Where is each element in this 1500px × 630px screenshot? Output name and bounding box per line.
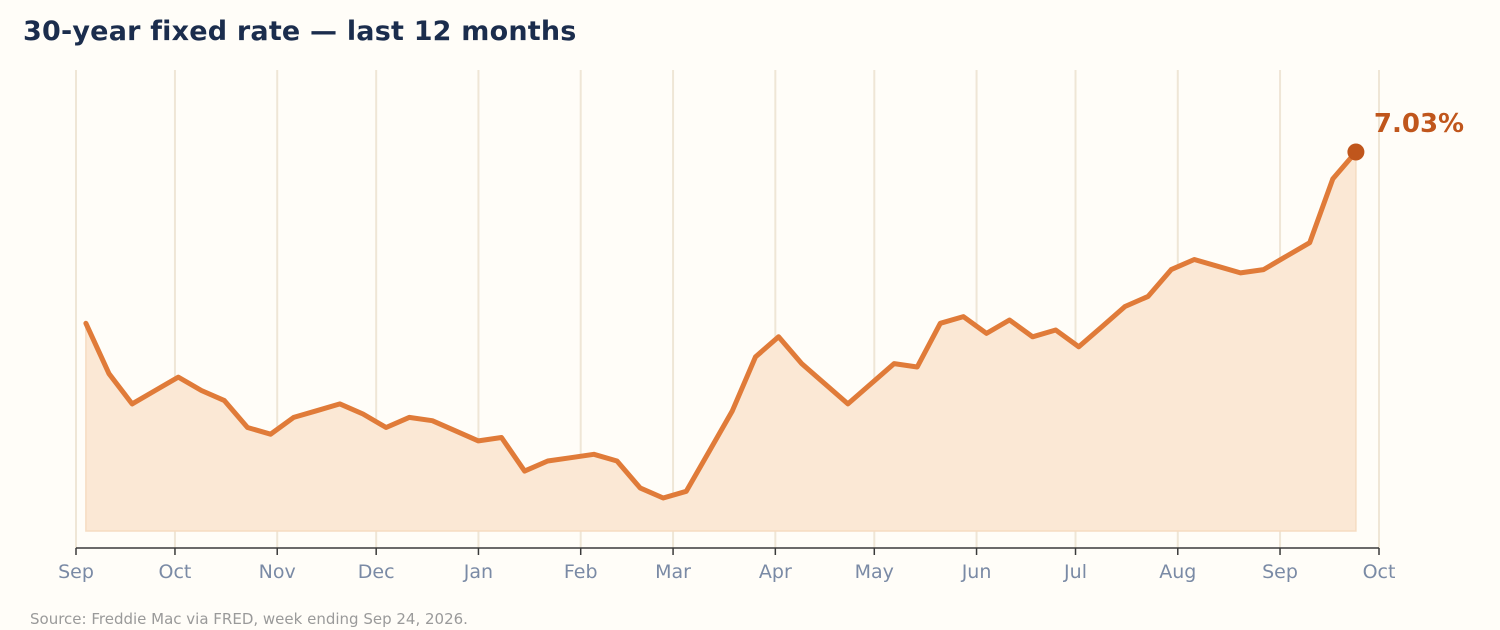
x-tick-label: May bbox=[855, 561, 894, 583]
x-tick-label: Jul bbox=[1063, 561, 1087, 583]
latest-value-label: 7.03% bbox=[1374, 109, 1464, 139]
rate-series-line bbox=[83, 149, 1359, 501]
x-tick-label: Nov bbox=[259, 561, 296, 583]
latest-value-dot bbox=[1347, 143, 1365, 161]
x-axis: Sep Oct Nov Dec Jan Feb Mar Apr May Jun Jul Aug Sep O… bbox=[58, 548, 1395, 583]
source-note: Source: Freddie Mac via FRED, week endin… bbox=[30, 610, 468, 628]
x-tick-label: Dec bbox=[358, 561, 395, 583]
x-tick-label: Aug bbox=[1159, 561, 1196, 583]
x-tick-label: Oct bbox=[159, 561, 192, 583]
x-tick-label: Oct bbox=[1363, 561, 1396, 583]
x-tick-label: Feb bbox=[564, 561, 598, 583]
x-tick-label: Sep bbox=[1262, 561, 1298, 583]
x-tick-label: Sep bbox=[58, 561, 94, 583]
x-tick-label: Jan bbox=[463, 561, 493, 583]
x-tick-label: Jun bbox=[961, 561, 992, 583]
chart-title: 30-year fixed rate — last 12 months bbox=[23, 16, 577, 47]
x-tick-label: Apr bbox=[759, 561, 792, 583]
x-tick-label: Mar bbox=[655, 561, 691, 583]
